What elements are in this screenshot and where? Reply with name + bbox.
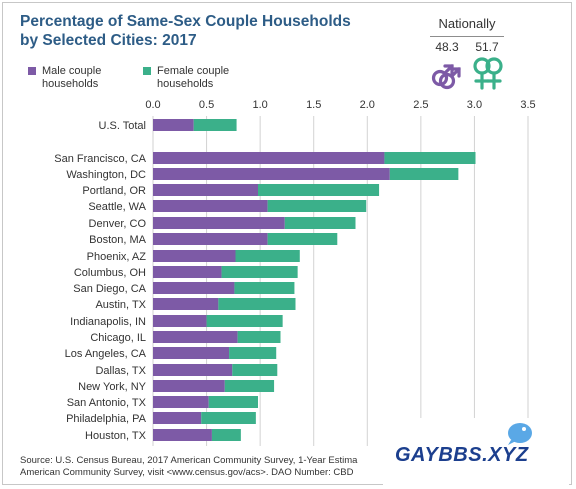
- category-label-0: U.S. Total: [99, 120, 147, 132]
- watermark-text: GAYBBS.XYZ: [395, 444, 529, 466]
- category-label-15: New York, NY: [78, 381, 147, 393]
- watermark: GAYBBS.XYZ: [383, 418, 569, 486]
- category-label-11: Indianapolis, IN: [70, 316, 146, 328]
- bar-female-15: [224, 380, 275, 392]
- nationally-title: Nationally: [438, 16, 496, 31]
- legend-label-female: Female couple households: [157, 65, 230, 90]
- bar-female-2: [389, 168, 459, 180]
- category-label-10: Austin, TX: [95, 299, 146, 311]
- bar-male-11: [153, 315, 207, 327]
- category-label-6: Boston, MA: [89, 234, 147, 246]
- bar-female-3: [258, 184, 380, 196]
- bar-male-12: [153, 331, 238, 343]
- bar-female-11: [206, 315, 283, 327]
- category-label-1: San Francisco, CA: [54, 153, 146, 165]
- bar-male-6: [153, 233, 268, 245]
- bar-male-8: [153, 266, 222, 278]
- bar-male-10: [153, 298, 219, 310]
- bar-female-10: [218, 298, 296, 310]
- bar-male-5: [153, 217, 285, 229]
- nationally-divider: [430, 36, 504, 37]
- category-label-2: Washington, DC: [66, 169, 146, 181]
- x-tick-label-2: 1.0: [252, 99, 267, 111]
- source-note: Source: U.S. Census Bureau, 2017 America…: [20, 455, 460, 479]
- chart-title-line-1: Percentage of Same-Sex Couple Households: [20, 13, 351, 30]
- bar-male-18: [153, 429, 212, 441]
- category-label-18: Houston, TX: [85, 430, 147, 442]
- category-label-5: Denver, CO: [89, 218, 147, 230]
- bar-female-7: [235, 250, 300, 262]
- x-tick-label-1: 0.5: [199, 99, 214, 111]
- bar-female-18: [211, 429, 241, 441]
- male-couple-icon: [431, 64, 461, 90]
- bar-male-15: [153, 380, 225, 392]
- legend-label-male: Male couple households: [42, 65, 102, 90]
- bar-female-16: [208, 396, 258, 408]
- bar-female-9: [234, 282, 295, 294]
- category-label-7: Phoenix, AZ: [87, 251, 147, 263]
- bird-logo-icon: [508, 423, 532, 445]
- bar-male-17: [153, 412, 202, 424]
- bar-female-6: [267, 233, 338, 245]
- x-tick-label-7: 3.5: [520, 99, 535, 111]
- bar-female-13: [229, 347, 277, 359]
- chart-title-line-2: by Selected Cities: 2017: [20, 32, 197, 49]
- bar-female-5: [284, 217, 356, 229]
- source-note-line-1: Source: U.S. Census Bureau, 2017 America…: [20, 455, 358, 466]
- chart-title: Percentage of Same-Sex Couple Households…: [20, 12, 351, 50]
- category-label-4: Seattle, WA: [88, 201, 146, 213]
- category-label-14: Dallas, TX: [95, 365, 146, 377]
- category-label-12: Chicago, IL: [90, 332, 146, 344]
- bar-female-8: [221, 266, 298, 278]
- category-label-17: Philadelphia, PA: [66, 413, 147, 425]
- bar-male-0: [153, 119, 194, 131]
- female-couple-icon: [473, 57, 503, 90]
- x-tick-label-3: 1.5: [306, 99, 321, 111]
- category-label-13: Los Angeles, CA: [65, 348, 147, 360]
- bar-male-1: [153, 152, 385, 164]
- category-label-3: Portland, OR: [82, 185, 146, 197]
- bar-male-9: [153, 282, 235, 294]
- source-note-line-2: American Community Survey, visit <www.ce…: [20, 467, 354, 478]
- legend-swatch-female: [143, 67, 151, 75]
- bar-female-1: [384, 152, 476, 164]
- x-tick-label-0: 0.0: [145, 99, 160, 111]
- category-label-8: Columbus, OH: [74, 267, 146, 279]
- bar-male-7: [153, 250, 236, 262]
- x-tick-label-4: 2.0: [360, 99, 375, 111]
- bar-female-14: [232, 364, 278, 376]
- category-label-9: San Diego, CA: [73, 283, 146, 295]
- bar-female-0: [193, 119, 237, 131]
- bar-female-12: [237, 331, 281, 343]
- x-tick-label-5: 2.5: [413, 99, 428, 111]
- category-label-16: San Antonio, TX: [67, 397, 147, 409]
- bar-male-13: [153, 347, 230, 359]
- legend-swatch-male: [28, 67, 36, 75]
- bar-male-16: [153, 396, 209, 408]
- nationally-female-value: 51.7: [475, 40, 499, 54]
- nationally-male-value: 48.3: [435, 40, 459, 54]
- bar-male-2: [153, 168, 390, 180]
- bar-male-14: [153, 364, 233, 376]
- x-tick-label-6: 3.0: [467, 99, 482, 111]
- bar-male-3: [153, 184, 258, 196]
- bar-female-17: [201, 412, 256, 424]
- bar-female-4: [267, 200, 367, 212]
- bar-male-4: [153, 200, 268, 212]
